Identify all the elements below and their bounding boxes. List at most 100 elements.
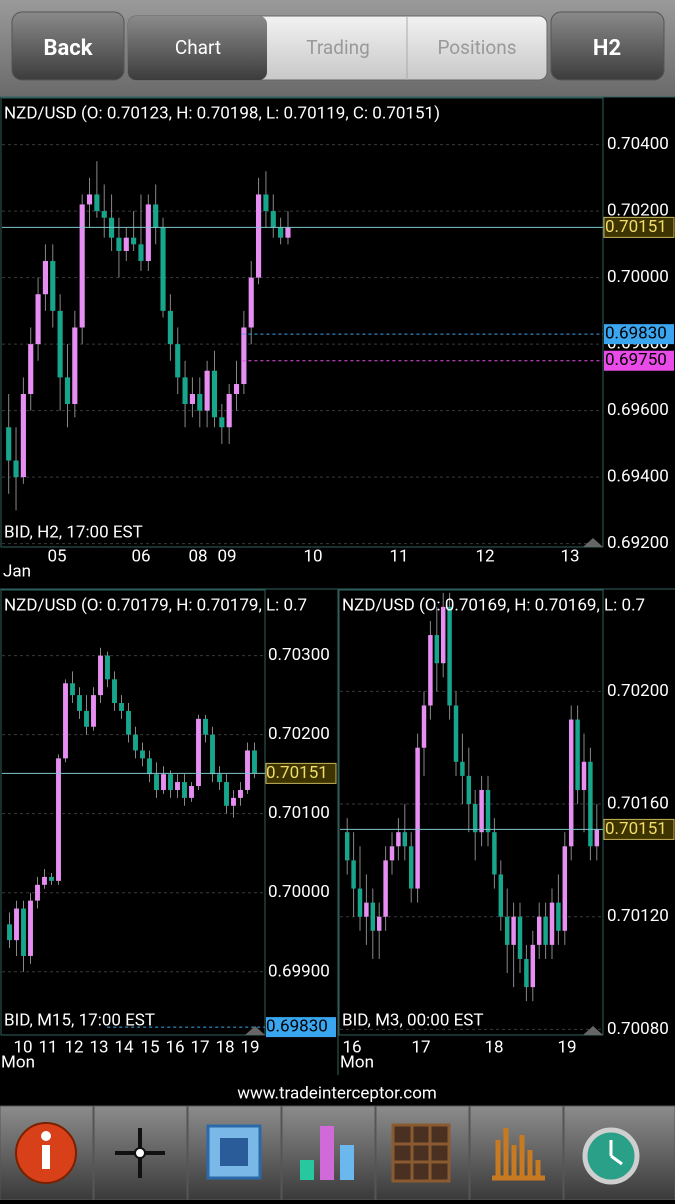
price-tag xyxy=(266,1017,336,1038)
candle-body xyxy=(453,705,459,762)
candle-body xyxy=(203,718,208,735)
price-tag-label: 0.70151 xyxy=(605,819,667,839)
y-tick-label: 0.69400 xyxy=(607,467,669,487)
candle-body xyxy=(211,370,218,418)
candle-body xyxy=(472,804,478,833)
candle-body xyxy=(248,277,254,328)
candle-body xyxy=(421,705,427,748)
candle-body xyxy=(466,775,472,805)
candle-body xyxy=(112,679,117,704)
candle-body xyxy=(344,832,350,861)
tab-label: Positions xyxy=(437,36,516,59)
timeframe-button[interactable] xyxy=(550,11,665,81)
x-tick-label: 12 xyxy=(64,1037,83,1057)
candle-body xyxy=(396,832,401,847)
candle-body xyxy=(182,782,187,798)
candle-body xyxy=(140,750,145,759)
candle-body xyxy=(504,916,510,945)
x-tick-label: 11 xyxy=(38,1037,57,1057)
candle-body xyxy=(153,204,159,228)
timeframe-label: H2 xyxy=(593,36,621,61)
x-tick-label: 13 xyxy=(560,546,579,566)
indicators-icon-bar xyxy=(300,1160,314,1180)
price-tag xyxy=(604,324,674,345)
x-unit-label: Jan xyxy=(3,561,31,581)
x-tick-label: 16 xyxy=(165,1037,184,1057)
y-tick-label: 0.70200 xyxy=(268,724,330,744)
candle-body xyxy=(556,902,561,931)
candle-body xyxy=(263,194,269,212)
x-tick-label: 09 xyxy=(217,546,236,566)
candle-body xyxy=(383,860,388,917)
candle-body xyxy=(219,417,225,428)
candle-body xyxy=(86,194,93,205)
x-tick-label: 10 xyxy=(13,1037,32,1057)
y-tick-label: 0.70400 xyxy=(607,134,669,154)
candle-body xyxy=(549,902,555,945)
candle-body xyxy=(70,683,75,696)
candle-body xyxy=(168,774,173,790)
chart-title: NZD/USD (O: 0.70179, H: 0.70179, L: 0.7 xyxy=(4,595,307,615)
chart-type-icon xyxy=(492,1128,545,1181)
candle-body xyxy=(28,344,34,395)
candle-body xyxy=(167,310,173,345)
candle-body xyxy=(72,327,78,404)
x-tick-label: 18 xyxy=(484,1037,503,1057)
candle-body xyxy=(389,846,395,861)
candles xyxy=(7,647,257,972)
candle-body xyxy=(588,761,593,847)
candle-body xyxy=(21,908,26,956)
y-tick-label: 0.70160 xyxy=(607,794,669,814)
candle-body xyxy=(210,734,215,775)
y-tick-label: 0.70080 xyxy=(607,1019,669,1039)
x-tick-label: 05 xyxy=(47,546,66,566)
candle-body xyxy=(256,194,262,278)
y-tick-label: 0.70200 xyxy=(607,681,669,701)
candle-body xyxy=(226,394,232,428)
y-tick-label: 0.69200 xyxy=(607,533,669,553)
candle-body xyxy=(511,916,516,945)
x-tick-label: 17 xyxy=(190,1037,209,1057)
x-tick-label: 12 xyxy=(475,546,494,566)
candle-body xyxy=(408,846,414,889)
x-tick-label: 08 xyxy=(188,546,207,566)
candle-body xyxy=(49,876,54,881)
candle-body xyxy=(35,294,41,345)
candle-body xyxy=(13,460,19,478)
tab-chart[interactable] xyxy=(128,16,267,80)
tab-label: Chart xyxy=(175,36,221,59)
candle-body xyxy=(14,908,19,941)
candle-body xyxy=(415,747,420,889)
y-tick-label: 0.70120 xyxy=(607,906,669,926)
candle-body xyxy=(79,204,85,328)
candle-body xyxy=(594,829,600,847)
layout-icon xyxy=(391,1123,451,1183)
candle-body xyxy=(460,761,465,776)
candle-body xyxy=(105,655,110,680)
y-tick-label: 0.70100 xyxy=(268,803,330,823)
candle-body xyxy=(364,902,369,917)
candle-body xyxy=(562,846,568,931)
candle-body xyxy=(434,635,440,664)
x-unit-label: Mon xyxy=(340,1052,374,1072)
candle-body xyxy=(138,244,144,261)
candle-body xyxy=(189,394,195,404)
candle-body xyxy=(485,789,491,833)
candle-body xyxy=(28,900,33,956)
candle-body xyxy=(101,211,107,218)
candle-body xyxy=(91,695,96,727)
chart-frame xyxy=(338,589,604,1036)
candle-body xyxy=(7,924,12,941)
candle-body xyxy=(196,718,201,787)
candle-body xyxy=(238,789,243,798)
candle-body xyxy=(357,888,363,917)
candle-body xyxy=(119,703,124,711)
candle-body xyxy=(160,227,166,311)
candle-body xyxy=(517,916,523,959)
indicators-icon-bar xyxy=(320,1126,334,1180)
candle-body xyxy=(77,695,82,711)
price-tag-label: 0.69830 xyxy=(266,1017,328,1037)
back-button[interactable] xyxy=(11,11,125,81)
